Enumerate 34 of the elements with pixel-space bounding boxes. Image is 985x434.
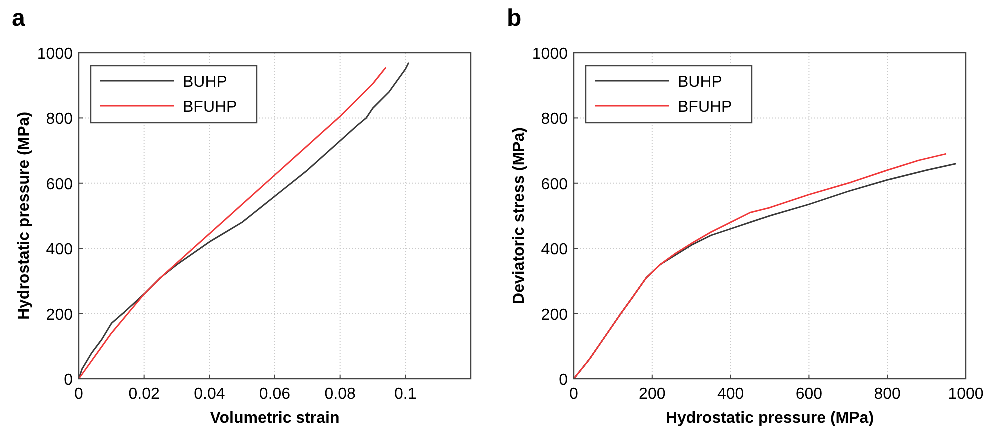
x-tick-label: 600	[796, 386, 823, 403]
x-tick-label: 0.04	[194, 386, 226, 403]
x-tick-label: 800	[874, 386, 902, 403]
chart-title: a	[12, 5, 26, 32]
y-tick-label: 800	[46, 111, 74, 128]
y-tick-label: 0	[559, 372, 568, 389]
y-tick-label: 200	[46, 306, 74, 324]
x-tick-label: 0.1	[394, 386, 417, 403]
x-tick-label: 0	[570, 386, 579, 403]
x-tick-label: 0.02	[128, 386, 160, 403]
x-tick-label: 400	[717, 386, 744, 403]
legend-label: BUHP	[678, 74, 722, 91]
y-tick-label: 400	[541, 242, 568, 259]
y-tick-label: 1000	[532, 46, 568, 63]
x-tick-label: 0.08	[324, 386, 356, 403]
y-tick-label: 400	[46, 242, 74, 259]
y-tick-label: 600	[46, 176, 74, 194]
x-axis-title: Volumetric strain	[210, 410, 340, 427]
x-tick-label: 0.06	[259, 386, 291, 403]
x-tick-label: 1000	[948, 386, 984, 403]
legend-label: BUHP	[183, 74, 228, 91]
y-tick-label: 600	[541, 176, 568, 194]
y-tick-label: 0	[64, 372, 74, 389]
y-tick-label: 800	[541, 111, 568, 128]
x-tick-label: 200	[639, 386, 666, 403]
y-axis-title: Deviatoric stress (MPa)	[511, 128, 528, 304]
legend-label: BFUHP	[183, 99, 238, 116]
chart-title: b	[507, 5, 522, 32]
y-tick-label: 1000	[37, 46, 74, 63]
x-axis-title: Hydrostatic pressure (MPa)	[666, 410, 874, 427]
x-tick-label: 0	[74, 386, 84, 403]
y-tick-label: 200	[541, 306, 568, 324]
y-axis-title: Hydrostatic pressure (MPa)	[16, 112, 33, 320]
legend-label: BFUHP	[678, 99, 732, 116]
